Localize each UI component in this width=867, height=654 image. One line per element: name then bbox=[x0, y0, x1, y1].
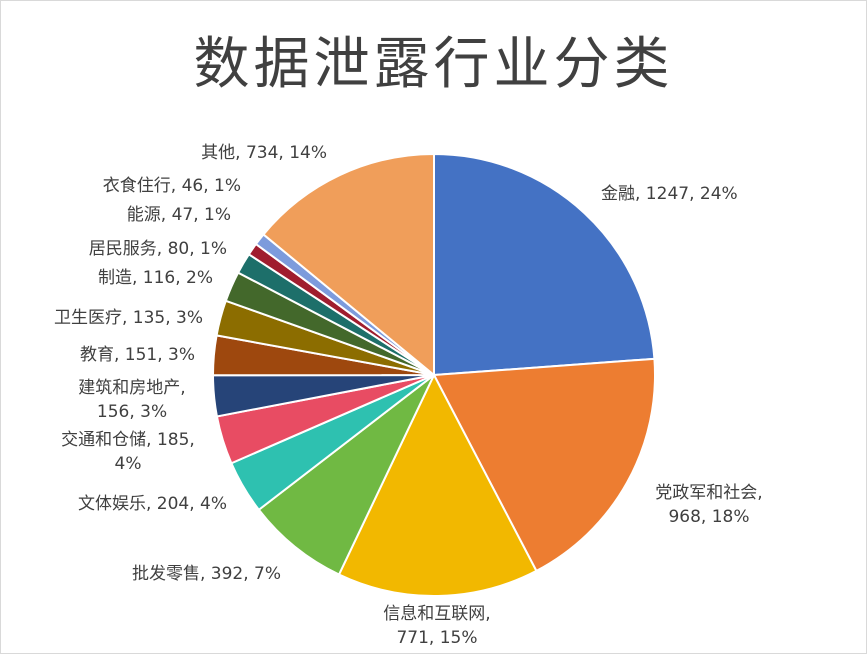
data-label-education: 教育, 151, 3% bbox=[80, 345, 195, 365]
data-label-food-clothing-travel: 衣食住行, 46, 1% bbox=[103, 176, 241, 196]
chart-title: 数据泄露行业分类 bbox=[193, 32, 674, 97]
data-label-government: 党政军和社会, 968, 18% bbox=[655, 483, 762, 527]
data-label-culture-entertainment: 文体娱乐, 204, 4% bbox=[78, 494, 227, 514]
pie-slice-finance bbox=[433, 152, 656, 377]
pie-slice-it-internet bbox=[337, 372, 538, 597]
data-label-manufacturing: 制造, 116, 2% bbox=[98, 268, 213, 288]
data-label-resident-services: 居民服务, 80, 1% bbox=[89, 239, 227, 259]
pie-slice-wholesale-retail bbox=[257, 374, 435, 576]
data-label-energy: 能源, 47, 1% bbox=[127, 205, 231, 225]
data-label-it-internet: 信息和互联网, 771, 15% bbox=[383, 604, 490, 648]
data-label-finance: 金融, 1247, 24% bbox=[601, 184, 738, 204]
data-label-transport-storage: 交通和仓储, 185, 4% bbox=[61, 430, 195, 474]
data-label-healthcare: 卫生医疗, 135, 3% bbox=[54, 308, 203, 328]
data-label-construction-realestate: 建筑和房地产, 156, 3% bbox=[78, 378, 185, 422]
data-label-other: 其他, 734, 14% bbox=[201, 143, 327, 163]
data-label-wholesale-retail: 批发零售, 392, 7% bbox=[132, 564, 281, 584]
pie-slice-government bbox=[432, 357, 656, 573]
pie-slice-other bbox=[262, 152, 435, 378]
